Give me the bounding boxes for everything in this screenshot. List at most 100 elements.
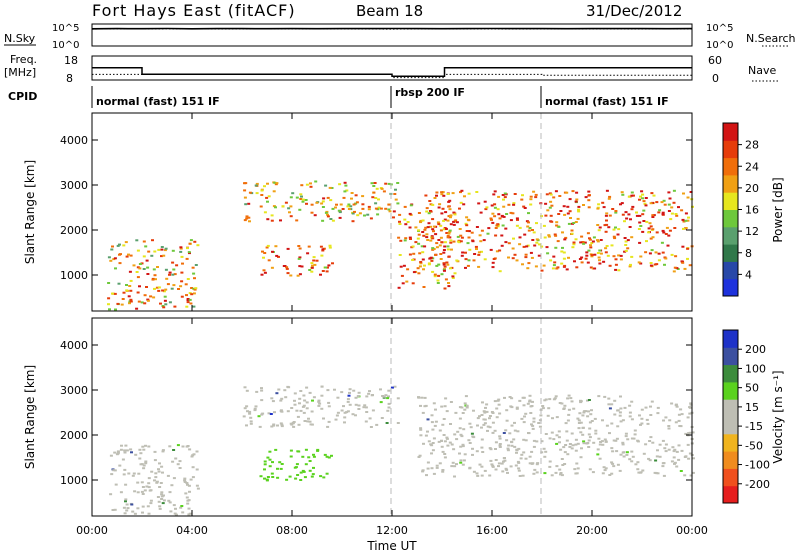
velocity-pixel bbox=[601, 419, 604, 422]
velocity-pixel bbox=[480, 474, 484, 477]
power-pixel bbox=[192, 292, 196, 295]
power-pixel bbox=[265, 246, 269, 249]
power-pixel bbox=[486, 232, 490, 235]
power-pixel bbox=[275, 182, 279, 185]
velocity-pixel bbox=[183, 477, 187, 480]
power-pixel bbox=[136, 266, 140, 269]
velocity-pixel bbox=[493, 400, 497, 403]
power-pixel bbox=[588, 238, 592, 241]
velocity-colorbar-step bbox=[723, 364, 738, 383]
power-pixel bbox=[532, 190, 536, 193]
power-pixel bbox=[572, 241, 576, 244]
power-pixel bbox=[474, 245, 478, 248]
cpid-segment-2: rbsp 200 IF bbox=[395, 86, 465, 99]
power-pixel bbox=[559, 210, 563, 212]
power-pixel bbox=[681, 261, 685, 264]
power-pixel bbox=[424, 194, 428, 197]
x-axis-label: Time UT bbox=[366, 539, 417, 553]
velocity-pixel bbox=[187, 484, 191, 487]
power-pixel bbox=[451, 275, 455, 278]
velocity-pixel bbox=[567, 408, 571, 411]
velocity-pixel bbox=[325, 472, 329, 475]
power-pixel bbox=[417, 233, 421, 236]
velocity-pixel bbox=[633, 429, 637, 432]
velocity-pixel bbox=[270, 472, 274, 475]
velocity-pixel bbox=[342, 405, 345, 408]
velocity-pixel bbox=[688, 406, 692, 409]
power-pixel bbox=[329, 199, 333, 202]
power-pixel bbox=[427, 262, 431, 265]
velocity-pixel bbox=[130, 503, 134, 506]
velocity-pixel bbox=[293, 403, 297, 406]
power-pixel bbox=[434, 233, 438, 236]
velocity-pixel bbox=[555, 442, 559, 445]
velocity-pixel bbox=[533, 468, 537, 471]
power-pixel bbox=[186, 301, 190, 304]
velocity-pixel bbox=[138, 448, 142, 451]
power-pixel bbox=[448, 236, 452, 239]
power-pixel bbox=[575, 266, 579, 269]
power-pixel bbox=[324, 211, 328, 214]
power-pixel bbox=[166, 283, 170, 286]
velocity-pixel bbox=[630, 418, 634, 421]
power-pixel bbox=[547, 235, 551, 238]
noise-panel: N.Sky 10^5 10^0 10^5 10^0 N.Search bbox=[4, 23, 796, 51]
velocity-pixel bbox=[139, 452, 143, 455]
power-pixel bbox=[674, 255, 678, 258]
power-pixel bbox=[535, 241, 539, 244]
velocity-pixel bbox=[621, 419, 625, 422]
velocity-pixel bbox=[674, 404, 678, 407]
velocity-pixel bbox=[450, 443, 454, 446]
power-pixel bbox=[585, 251, 589, 254]
velocity-pixel bbox=[263, 468, 266, 471]
power-pixel bbox=[522, 245, 526, 248]
power-pixel bbox=[586, 261, 590, 264]
power-pixel bbox=[587, 190, 591, 193]
power-pixel bbox=[320, 202, 324, 205]
power-pixel bbox=[193, 240, 197, 243]
velocity-pixel bbox=[150, 470, 154, 473]
power-pixel bbox=[596, 252, 600, 254]
power-pixel bbox=[363, 214, 366, 217]
velocity-pixel bbox=[639, 471, 643, 474]
power-pixel bbox=[185, 294, 188, 297]
power-pixel bbox=[638, 241, 642, 244]
power-pixel bbox=[427, 222, 431, 225]
power-pixel bbox=[181, 262, 184, 265]
power-pixel bbox=[275, 254, 279, 257]
power-pixel bbox=[689, 191, 693, 193]
velocity-pixel bbox=[522, 396, 526, 399]
power-pixel bbox=[397, 286, 401, 289]
velocity-pixel bbox=[296, 415, 300, 418]
power-pixel bbox=[680, 260, 684, 263]
velocity-pixel bbox=[673, 462, 676, 465]
power-pixel bbox=[516, 218, 519, 221]
velocity-pixel bbox=[691, 431, 695, 434]
power-pixel bbox=[657, 211, 661, 214]
power-pixel bbox=[168, 273, 171, 276]
velocity-pixel bbox=[654, 459, 658, 462]
velocity-pixel bbox=[322, 417, 325, 420]
velocity-pixel bbox=[605, 424, 609, 427]
velocity-pixel bbox=[656, 406, 660, 409]
power-pixel bbox=[449, 216, 452, 219]
power-ytick-label: 1000 bbox=[60, 269, 88, 282]
power-pixel bbox=[417, 242, 421, 245]
velocity-pixel bbox=[471, 447, 474, 450]
power-pixel bbox=[155, 286, 159, 289]
power-pixel bbox=[271, 250, 274, 253]
power-pixel bbox=[441, 207, 445, 210]
power-pixel bbox=[173, 305, 177, 308]
power-pixel bbox=[328, 246, 332, 249]
power-pixel bbox=[145, 259, 149, 262]
nave-series-line bbox=[92, 73, 692, 79]
velocity-pixel bbox=[143, 489, 147, 492]
velocity-pixel bbox=[298, 402, 301, 405]
power-pixel bbox=[575, 191, 579, 194]
power-pixel bbox=[439, 224, 443, 227]
velocity-pixel bbox=[600, 440, 604, 443]
power-pixel bbox=[548, 192, 552, 195]
power-pixel bbox=[429, 239, 433, 242]
power-pixel bbox=[513, 253, 517, 256]
velocity-pixel bbox=[174, 507, 177, 510]
